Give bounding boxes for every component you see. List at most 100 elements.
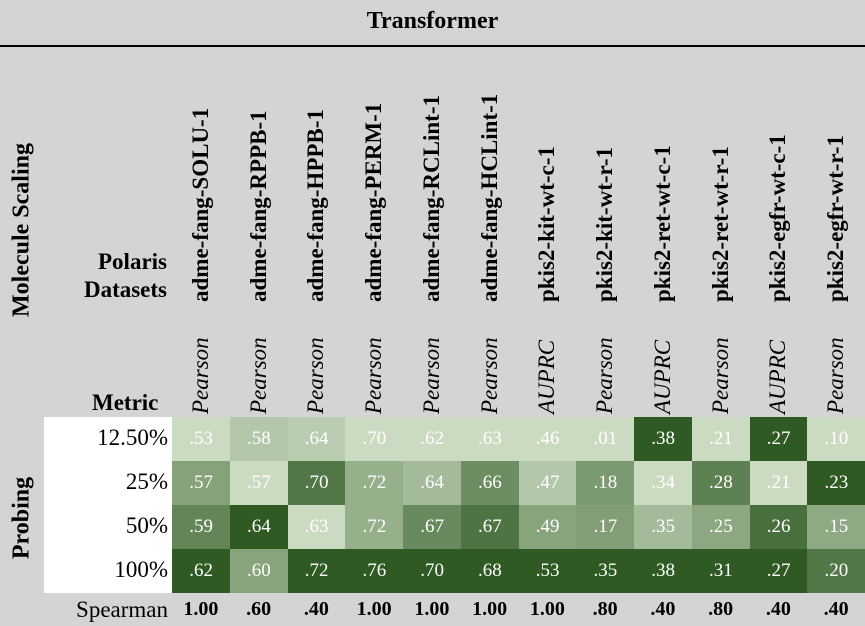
heatmap-cell: .66 (460, 461, 519, 505)
heatmap-cell: .20 (807, 549, 865, 593)
column-header: adme-fang-RPPB-1 (245, 110, 271, 302)
heatmap-cell: .46 (518, 417, 577, 461)
heatmap-cell: .15 (807, 505, 865, 549)
heatmap-cell: .59 (172, 505, 231, 549)
title-rule (0, 45, 865, 47)
heatmap-cell: .57 (172, 461, 231, 505)
column-metric: Pearson (707, 337, 733, 414)
heatmap-cell: .17 (576, 505, 635, 549)
heatmap-cell: .27 (749, 549, 808, 593)
column-metric: AUPRC (649, 339, 675, 414)
metric-label: Metric (92, 390, 159, 415)
spearman-value: .80 (708, 598, 734, 620)
datasets-label-line1: Polaris (98, 249, 167, 274)
heatmap-cell: .18 (576, 461, 635, 505)
column-header: pkis2-kit-wt-r-1 (592, 146, 618, 302)
row-label: 50% (125, 513, 168, 538)
heatmap-cell: .67 (460, 505, 519, 549)
spearman-value: .80 (592, 598, 618, 620)
datasets-label-line2: Datasets (83, 277, 167, 302)
heatmap-cell: .64 (287, 417, 346, 461)
column-header: pkis2-ret-wt-c-1 (649, 145, 675, 302)
heatmap-cell: .49 (518, 505, 577, 549)
spearman-value: .60 (246, 598, 272, 620)
header-band (0, 47, 865, 417)
table-title: Transformer (366, 8, 499, 34)
heatmap-cell: .63 (460, 417, 519, 461)
heatmap-cell: .62 (172, 549, 231, 593)
heatmap-cell: .76 (345, 549, 404, 593)
heatmap-cell: .53 (172, 417, 231, 461)
heatmap-cell: .72 (345, 505, 404, 549)
spearman-label: Spearman (76, 597, 168, 622)
column-header: adme-fang-HCLint-1 (476, 93, 502, 302)
spearman-value: 1.00 (356, 598, 392, 620)
spearman-value: 1.00 (529, 598, 565, 620)
column-header: adme-fang-RCLint-1 (418, 95, 444, 302)
column-metric: Pearson (245, 337, 271, 414)
spearman-value: .40 (823, 598, 849, 620)
heatmap-cell: .27 (749, 417, 808, 461)
column-metric: Pearson (361, 337, 387, 414)
heatmap-cell: .47 (518, 461, 577, 505)
heatmap-cell: .53 (518, 549, 577, 593)
molecule-scaling-label: Molecule Scaling (8, 143, 35, 317)
heatmap-cell: .25 (691, 505, 750, 549)
row-label: 25% (125, 469, 168, 494)
heatmap-cell: .62 (403, 417, 462, 461)
column-metric: AUPRC (765, 339, 791, 414)
column-metric: Pearson (476, 337, 502, 414)
heatmap-cell: .70 (403, 549, 462, 593)
heatmap-cell: .64 (229, 505, 288, 549)
column-metric: Pearson (187, 337, 213, 414)
heatmap-cell: .28 (691, 461, 750, 505)
column-metric: AUPRC (534, 339, 560, 414)
spearman-value: 1.00 (183, 598, 219, 620)
heatmap-cell: .72 (345, 461, 404, 505)
heatmap-cell: .68 (460, 549, 519, 593)
heatmap-cell: .57 (229, 461, 288, 505)
heatmap-cell: .34 (634, 461, 693, 505)
heatmap-cell: .58 (229, 417, 288, 461)
spearman-value: .40 (303, 598, 329, 620)
heatmap-cell: .63 (287, 505, 346, 549)
spearman-value: 1.00 (472, 598, 508, 620)
heatmap-cell: .38 (634, 417, 693, 461)
heatmap-cell: .70 (287, 461, 346, 505)
heatmap-cell: .38 (634, 549, 693, 593)
heatmap-cell: .23 (807, 461, 865, 505)
heatmap-cell: .31 (691, 549, 750, 593)
column-header: pkis2-egfr-wt-r-1 (823, 135, 849, 302)
title-band (0, 0, 865, 46)
heatmap-cell: .35 (576, 549, 635, 593)
row-label: 12.50% (97, 425, 168, 450)
column-header: pkis2-egfr-wt-c-1 (765, 134, 791, 302)
column-header: adme-fang-PERM-1 (361, 102, 387, 302)
column-header: adme-fang-HPPB-1 (303, 109, 329, 302)
spearman-value: 1.00 (414, 598, 450, 620)
heatmap-cell: .26 (749, 505, 808, 549)
column-metric: Pearson (823, 337, 849, 414)
column-header: pkis2-ret-wt-r-1 (707, 146, 733, 302)
spearman-value: .40 (765, 598, 791, 620)
heatmap-cell: .64 (403, 461, 462, 505)
column-header: pkis2-kit-wt-c-1 (534, 146, 560, 302)
column-metric: Pearson (303, 337, 329, 414)
spearman-value: .40 (650, 598, 676, 620)
column-metric: Pearson (418, 337, 444, 414)
heatmap-cell: .01 (576, 417, 635, 461)
column-metric: Pearson (592, 337, 618, 414)
heatmap-cell: .67 (403, 505, 462, 549)
heatmap-cell: .35 (634, 505, 693, 549)
heatmap-cell: .21 (749, 461, 808, 505)
row-label: 100% (114, 557, 168, 582)
probing-label: Probing (8, 476, 35, 560)
heatmap-cell: .10 (807, 417, 865, 461)
heatmap-cell: .60 (229, 549, 288, 593)
heatmap-cell: .21 (691, 417, 750, 461)
side-band (0, 417, 44, 626)
heatmap-cell: .72 (287, 549, 346, 593)
heatmap-cell: .70 (345, 417, 404, 461)
spearman-band (44, 593, 865, 626)
column-header: adme-fang-SOLU-1 (187, 107, 213, 302)
